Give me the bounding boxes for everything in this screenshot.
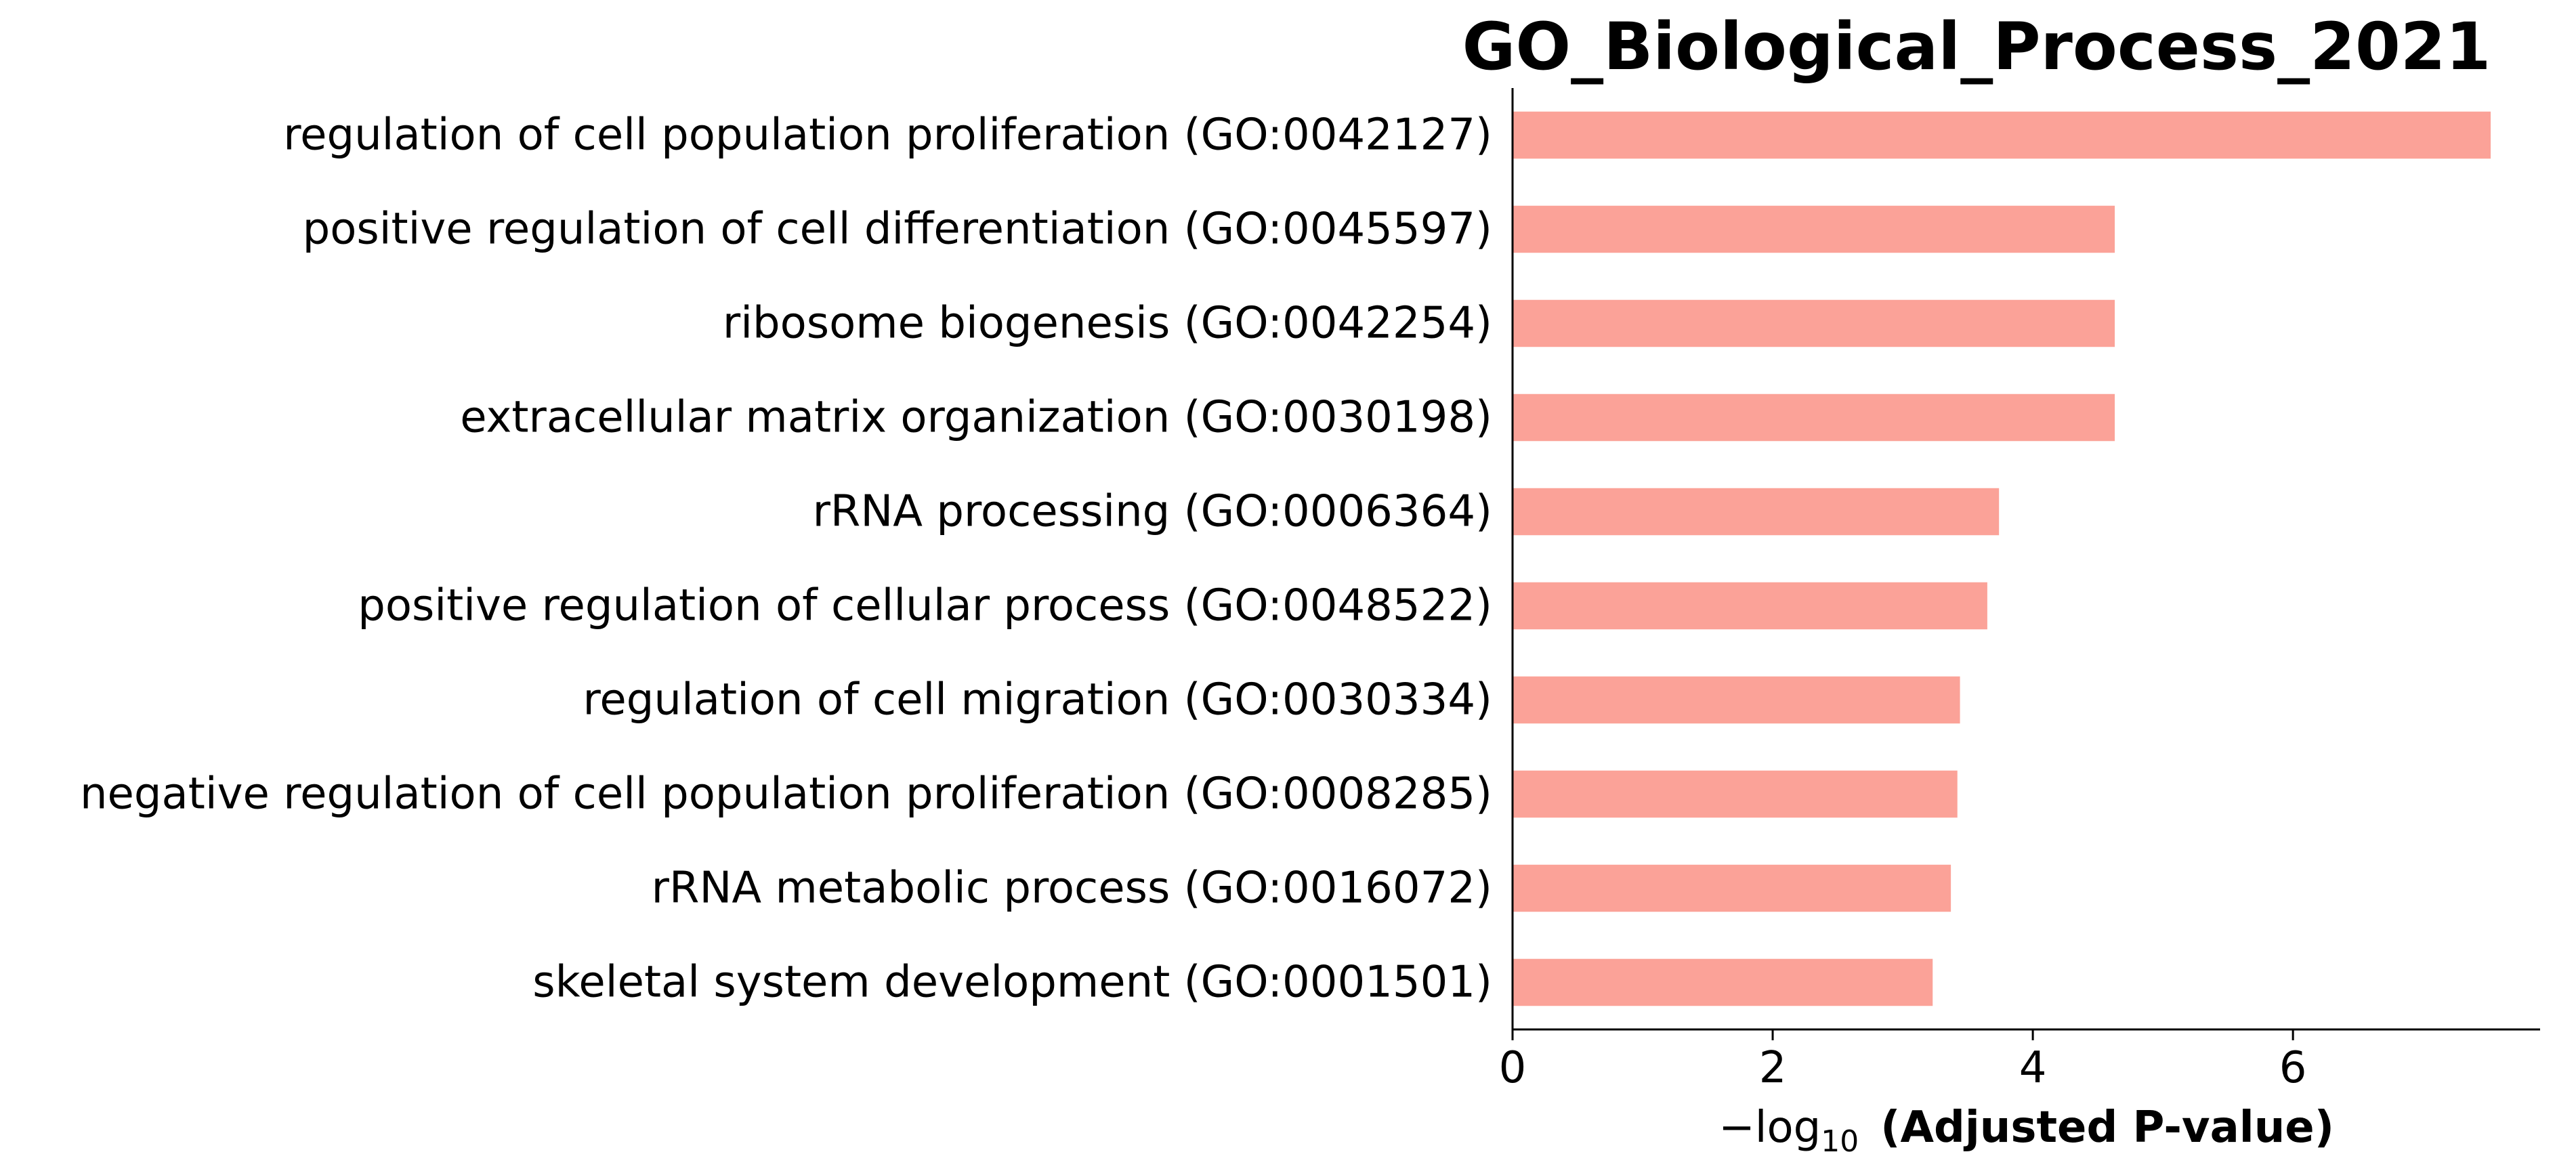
bar-7	[1513, 676, 1960, 724]
category-label-8: negative regulation of cell population p…	[80, 769, 1492, 819]
bars-group	[1513, 111, 2491, 1006]
bar-1	[1513, 111, 2491, 159]
x-axis-label-prefix: −log	[1718, 1103, 1821, 1153]
category-label-5: rRNA processing (GO:0006364)	[813, 487, 1492, 537]
x-axis-label-subscript: 10	[1821, 1124, 1859, 1159]
bar-3	[1513, 299, 2115, 347]
bar-9	[1513, 864, 1951, 912]
x-tick-label-1: 0	[1499, 1043, 1527, 1093]
category-label-6: positive regulation of cellular process …	[358, 581, 1492, 631]
bar-6	[1513, 582, 1987, 630]
category-label-4: extracellular matrix organization (GO:00…	[460, 393, 1492, 443]
bar-10	[1513, 958, 1933, 1006]
category-label-2: positive regulation of cell differentiat…	[303, 205, 1492, 255]
x-tick-label-4: 6	[2279, 1043, 2307, 1093]
chart-title: GO_Biological_Process_2021	[1462, 9, 2491, 85]
bar-2	[1513, 205, 2115, 253]
category-labels-group: regulation of cell population proliferat…	[80, 110, 1492, 1008]
x-tick-label-3: 4	[2019, 1043, 2047, 1093]
category-label-3: ribosome biogenesis (GO:0042254)	[723, 299, 1492, 349]
bar-4	[1513, 393, 2115, 442]
category-label-9: rRNA metabolic process (GO:0016072)	[652, 864, 1492, 914]
category-label-10: skeletal system development (GO:0001501)	[532, 958, 1492, 1008]
x-ticks-group: 0 2 4 6	[1499, 1029, 2307, 1093]
bar-5	[1513, 488, 2000, 536]
x-tick-label-2: 2	[1759, 1043, 1787, 1093]
category-label-7: regulation of cell migration (GO:0030334…	[583, 675, 1493, 725]
bar-8	[1513, 770, 1958, 818]
x-axis-label-bold: (Adjusted P-value)	[1880, 1103, 2334, 1153]
x-axis-label: −log10 (Adjusted P-value)	[1718, 1103, 2334, 1159]
category-label-1: regulation of cell population proliferat…	[283, 110, 1492, 161]
